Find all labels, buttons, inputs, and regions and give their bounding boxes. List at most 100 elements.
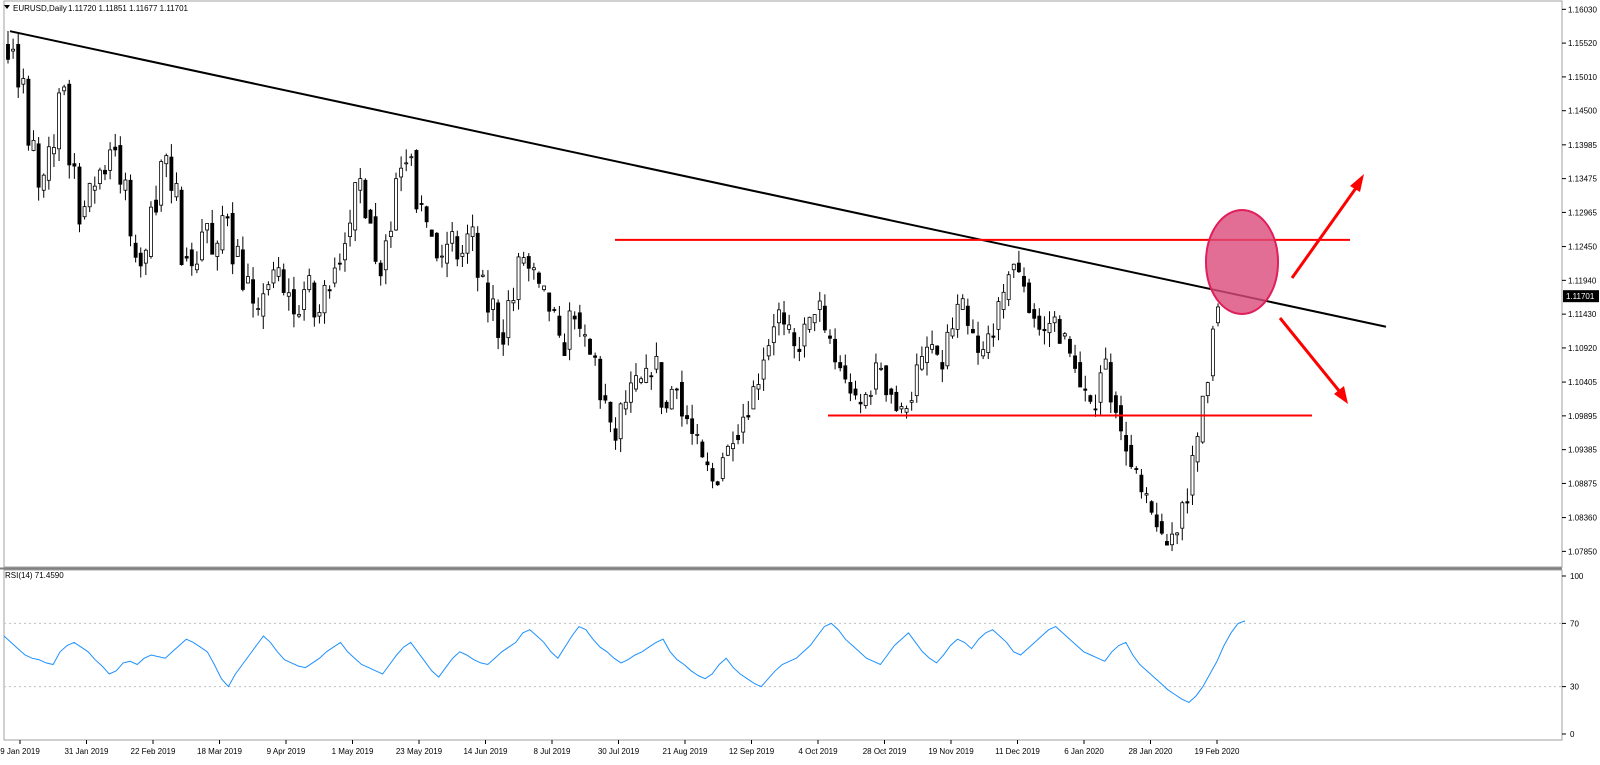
bear-candle <box>1027 282 1032 313</box>
bull-candle <box>302 289 307 310</box>
bull-candle <box>205 223 210 231</box>
bull-candle <box>82 206 87 218</box>
bear-candle <box>118 145 123 185</box>
rsi-series-line <box>3 620 1246 703</box>
bear-candle <box>828 335 832 339</box>
bull-candle <box>470 226 475 238</box>
bear-candle <box>674 388 679 391</box>
bear-candle <box>496 302 501 338</box>
collapse-triangle-icon[interactable] <box>4 5 10 9</box>
bear-candle <box>179 189 184 265</box>
bull-candle <box>731 443 735 450</box>
bull-candle <box>404 162 409 165</box>
bull-candle <box>802 323 807 347</box>
bear-candle <box>1016 262 1021 273</box>
bear-candle <box>1037 315 1042 330</box>
bear-candle <box>434 232 439 259</box>
bear-candle <box>1139 474 1144 493</box>
bull-candle <box>506 300 511 339</box>
bull-candle <box>246 276 250 284</box>
bull-candle <box>41 174 46 191</box>
bear-candle <box>373 216 378 262</box>
bear-candle <box>1113 395 1118 413</box>
bear-candle <box>169 156 174 191</box>
price-tick-label: 1.08360 <box>1568 514 1597 523</box>
bull-candle <box>879 367 883 370</box>
bull-candle <box>986 333 991 353</box>
bull-candle <box>1205 382 1210 397</box>
breakout-highlight-ellipse <box>1205 209 1279 315</box>
price-tick-label: 1.11940 <box>1568 276 1597 285</box>
bull-candle <box>465 233 470 254</box>
bear-candle <box>327 289 332 292</box>
date-tick-label: 1 May 2019 <box>332 747 374 756</box>
bear-candle <box>991 335 996 338</box>
bull-candle <box>644 367 649 383</box>
price-tick-label: 1.14500 <box>1568 107 1597 116</box>
bear-candle <box>1185 501 1190 504</box>
rsi-header-label: RSI(14) 71.4590 <box>5 571 64 580</box>
bear-candle <box>1088 395 1093 402</box>
bull-candle <box>159 161 164 206</box>
bear-candle <box>1134 468 1139 470</box>
bear-candle <box>1129 444 1134 467</box>
bull-candle <box>950 328 955 337</box>
bear-candle <box>572 315 577 320</box>
bull-candle <box>639 378 644 383</box>
bear-candle <box>1165 541 1169 546</box>
date-tick-label: 31 Jan 2019 <box>64 747 109 756</box>
bull-candle <box>62 86 67 92</box>
price-tick-label: 1.15010 <box>1568 73 1597 82</box>
bear-candle <box>291 289 296 315</box>
date-tick-label: 9 Jan 2019 <box>0 747 40 756</box>
bull-candle <box>909 400 914 403</box>
descending-trendline <box>9 30 1387 328</box>
bull-candle <box>220 215 225 251</box>
bear-candle <box>603 395 608 401</box>
rsi-tick-label: 70 <box>1570 619 1579 628</box>
price-panel <box>3 0 1563 568</box>
bear-candle <box>858 401 863 405</box>
bear-candle <box>965 305 970 326</box>
bull-candle <box>756 384 761 390</box>
bull-candle <box>297 314 301 317</box>
date-tick-label: 28 Jan 2020 <box>1128 747 1173 756</box>
price-tick-label: 1.10405 <box>1568 378 1597 387</box>
bull-candle <box>348 222 352 238</box>
bull-candle <box>388 230 393 238</box>
arrow-up-shaft <box>1290 187 1358 279</box>
bull-candle <box>1190 455 1195 496</box>
bull-candle <box>92 185 97 191</box>
ohlc-readout: 1.11720 1.11851 1.11677 1.11701 <box>68 4 188 13</box>
bull-candle <box>516 256 521 300</box>
bull-candle <box>582 334 587 337</box>
bull-candle <box>332 267 337 284</box>
bear-candle <box>1149 501 1154 513</box>
bull-candle <box>807 316 812 330</box>
current-price-marker <box>1563 290 1599 303</box>
bull-candle <box>1210 328 1215 377</box>
bull-candle <box>863 394 868 406</box>
bull-candle <box>654 355 659 370</box>
bull-candle <box>261 293 266 317</box>
bull-candle <box>353 182 358 231</box>
arrow-down-head <box>1334 386 1348 404</box>
bull-candle <box>409 156 414 159</box>
price-tick-label: 1.09385 <box>1568 446 1597 455</box>
bear-candle <box>593 355 598 358</box>
bear-candle <box>526 256 531 269</box>
bear-candle <box>230 213 235 265</box>
bear-candle <box>848 381 853 394</box>
bull-candle <box>766 345 771 357</box>
bear-candle <box>700 441 705 458</box>
bull-candle <box>1052 316 1057 324</box>
date-tick-label: 19 Nov 2019 <box>928 747 974 756</box>
bull-candle <box>521 257 526 264</box>
rsi-tick-label: 30 <box>1570 683 1579 692</box>
bear-candle <box>184 256 189 259</box>
bear-candle <box>588 338 592 355</box>
price-tick-label: 1.11430 <box>1568 310 1597 319</box>
date-tick-label: 19 Feb 2020 <box>1195 747 1240 756</box>
bull-candle <box>440 255 444 258</box>
